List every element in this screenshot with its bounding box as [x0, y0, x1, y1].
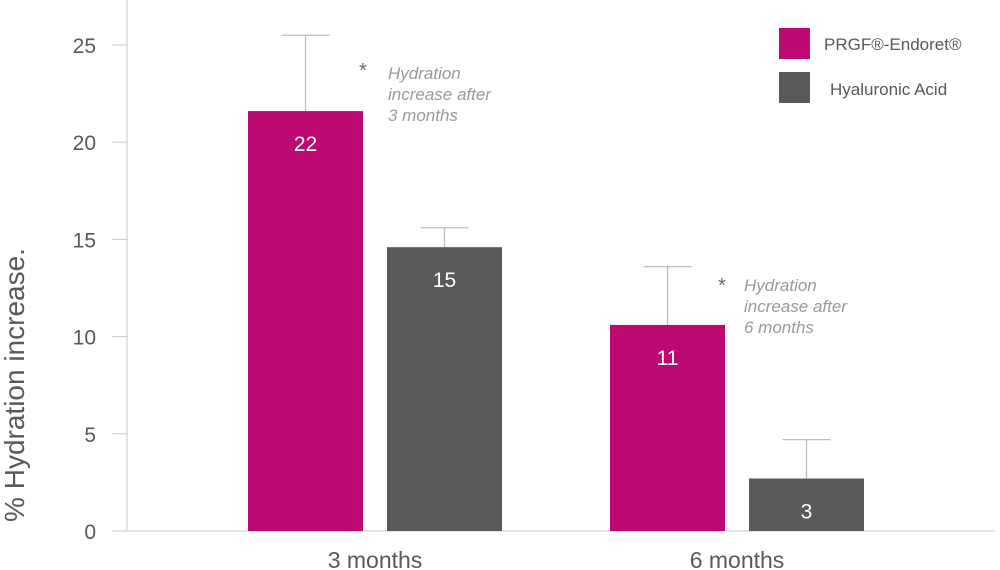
legend: PRGF®-Endoret® Hyaluronic Acid	[779, 28, 962, 103]
annotation-marker: *	[718, 275, 726, 297]
category-labels: 3 months 6 months	[328, 547, 785, 570]
annotation-marker: *	[359, 60, 367, 82]
legend-label: PRGF®-Endoret®	[824, 35, 962, 54]
annotation-text: 6 months	[744, 318, 814, 337]
annotation-text: increase after	[388, 85, 492, 104]
y-tick-label: 20	[73, 132, 96, 155]
annotations: * Hydration increase after 3 months * Hydrati…	[359, 60, 848, 337]
error-bars	[281, 34, 831, 479]
bar	[248, 111, 363, 531]
bars	[248, 111, 864, 531]
bar-value-label: 22	[294, 133, 317, 156]
annotation-text: increase after	[744, 297, 848, 316]
y-tick-label: 25	[73, 35, 96, 58]
bar	[387, 247, 502, 531]
annotation-text: Hydration	[744, 276, 817, 295]
legend-label: Hyaluronic Acid	[830, 80, 947, 99]
bar	[749, 478, 864, 531]
y-axis-title: % Hydration increase.	[0, 248, 30, 522]
y-tick-label: 5	[84, 424, 96, 447]
y-tick-label: 15	[73, 229, 96, 252]
y-tick-label: 0	[84, 521, 96, 544]
bar-value-label: 11	[657, 347, 679, 370]
bar-value-label: 15	[433, 269, 456, 292]
y-tick-label: 10	[73, 327, 96, 350]
x-category-label: 3 months	[328, 547, 423, 570]
bar-value-label: 3	[801, 501, 813, 524]
annotation-text: 3 months	[388, 106, 458, 125]
legend-swatch	[779, 72, 810, 103]
legend-swatch	[779, 28, 810, 59]
annotation-text: Hydration	[388, 64, 461, 83]
data-labels: 22 15 11 3	[294, 133, 813, 523]
x-category-label: 6 months	[690, 547, 785, 570]
bar	[610, 324, 725, 531]
y-ticks: 0 5 10 15 20 25	[73, 35, 127, 544]
